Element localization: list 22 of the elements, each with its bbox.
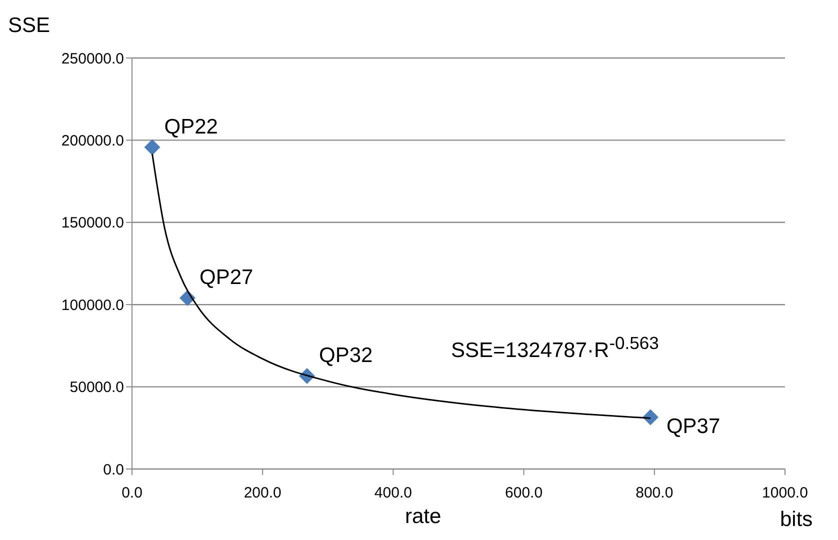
y-tick-label: 150000.0 xyxy=(61,214,124,232)
x-tick-label: 400.0 xyxy=(374,484,412,502)
y-tick-label: 0.0 xyxy=(103,461,124,478)
x-tick-label: 200.0 xyxy=(244,484,282,502)
annotation: QP37 xyxy=(666,415,720,438)
x-tick-label: 600.0 xyxy=(505,484,543,502)
x-tick-label: 1000.0 xyxy=(762,484,808,502)
y-axis-title: SSE xyxy=(8,14,50,38)
x-tick-label: 800.0 xyxy=(636,484,674,502)
y-tick-label: 200000.0 xyxy=(61,132,124,150)
point xyxy=(144,139,160,156)
annotation: QP27 xyxy=(200,266,254,290)
annotation: SSE=1324787·R$^{-0.563}$ xyxy=(451,333,659,363)
y-tick-label: 100000.0 xyxy=(61,296,124,314)
point xyxy=(642,409,658,426)
x-tick-label: 0.0 xyxy=(122,484,142,502)
y-tick-label: 50000.0 xyxy=(70,379,124,396)
annotation: QP22 xyxy=(164,115,218,138)
annotation: QP32 xyxy=(319,344,373,367)
text: bits xyxy=(780,508,813,532)
x-axis-title: rate xyxy=(405,505,442,529)
y-tick-label: 250000.0 xyxy=(61,50,124,68)
